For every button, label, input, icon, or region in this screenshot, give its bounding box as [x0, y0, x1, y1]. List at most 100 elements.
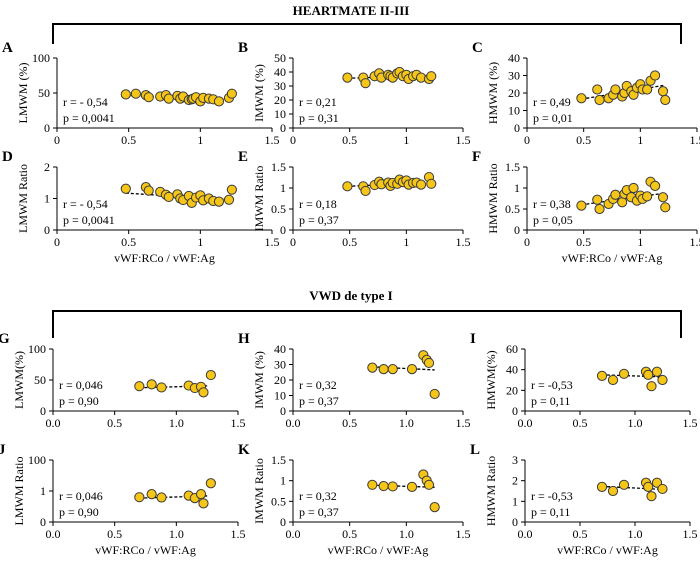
panel-letter: I — [470, 331, 476, 347]
y-tick-label: 0 — [512, 404, 518, 418]
y-axis-label: IMWM (%) — [252, 64, 266, 122]
data-point — [146, 489, 157, 500]
data-point — [429, 502, 440, 513]
x-tick-label: 1 — [403, 133, 409, 147]
data-point — [642, 191, 653, 202]
data-point — [120, 183, 131, 194]
stat-p: p = 0,0041 — [63, 213, 115, 227]
stat-r: r = 0,046 — [59, 378, 103, 392]
data-point — [342, 181, 353, 192]
data-point — [617, 197, 628, 208]
y-tick-label: 1 — [44, 192, 50, 206]
panel-i: I 0.0 0.5 1.0 1.5 0 20 40 60 HMWM(%) r = -0,53 p = … — [470, 331, 698, 430]
stat-r: r = -0,53 — [531, 489, 573, 503]
data-point — [592, 194, 603, 205]
data-point — [223, 194, 235, 205]
x-tick-label: 1.0 — [169, 416, 184, 430]
data-point — [651, 366, 663, 377]
x-tick-label: 0 — [290, 235, 296, 249]
data-point — [576, 93, 587, 104]
x-axis-label: vWF:RCo / vWF:Ag — [557, 543, 658, 557]
data-point — [610, 189, 621, 200]
data-point — [198, 387, 209, 398]
y-tick-label: 40 — [508, 51, 520, 65]
stat-p: p = 0,31 — [299, 111, 339, 125]
data-point — [205, 369, 216, 381]
y-tick-label: 40 — [506, 363, 518, 377]
stat-p: p = 0,01 — [533, 111, 573, 125]
x-axis-label: vWF:RCo / vWF:Ag — [95, 543, 196, 557]
data-point — [378, 364, 389, 375]
y-tick-label: 20 — [274, 373, 286, 387]
data-point — [367, 479, 378, 490]
x-tick-label: 1.5 — [456, 527, 471, 541]
data-point — [195, 489, 207, 500]
x-tick-label: 0.5 — [342, 133, 357, 147]
x-tick-label: 0.5 — [342, 235, 357, 249]
x-tick-label: 1.5 — [231, 416, 246, 430]
x-tick-label: 0.5 — [107, 527, 122, 541]
data-point — [342, 72, 353, 83]
y-tick-label: 0.5 — [505, 202, 520, 216]
data-point — [134, 492, 145, 503]
data-point — [198, 498, 209, 509]
y-tick-label: 1 — [514, 181, 520, 195]
y-tick-label: 0.5 — [271, 202, 286, 216]
y-tick-label: 30 — [274, 358, 286, 372]
data-point — [387, 364, 398, 375]
stat-p: p = 0,11 — [531, 505, 570, 519]
panel-letter: F — [472, 149, 481, 165]
x-tick-label: 0 — [54, 133, 60, 147]
data-point — [156, 382, 167, 393]
y-axis-label: LMWM(%) — [12, 351, 26, 409]
x-axis-label: vWF:RCo / vWF:Ag — [328, 543, 429, 557]
x-tick-label: 1.5 — [683, 416, 698, 430]
y-tick-label: 0 — [280, 404, 286, 418]
x-tick-label: 0.0 — [518, 527, 533, 541]
section-bracket-vwd — [52, 310, 682, 338]
y-tick-label: 100 — [32, 51, 50, 65]
data-point — [657, 374, 668, 386]
y-tick-label: 60 — [506, 342, 518, 356]
y-tick-label: 1.5 — [271, 160, 286, 174]
panel-letter: K — [238, 442, 250, 458]
y-tick-label: 0 — [40, 515, 46, 529]
y-tick-label: 0 — [40, 404, 46, 418]
data-point — [367, 362, 378, 373]
y-tick-label: 40 — [274, 65, 286, 79]
y-axis-label: HMWM (%) — [486, 62, 500, 124]
x-tick-label: 1 — [637, 133, 643, 147]
stat-p: p = 0,0041 — [63, 111, 115, 125]
data-point — [143, 185, 154, 196]
data-point — [426, 178, 437, 189]
x-tick-label: 0.0 — [286, 527, 301, 541]
y-tick-label: 50 — [274, 51, 286, 65]
data-point — [646, 491, 657, 502]
stat-r: r = 0,18 — [299, 197, 337, 211]
y-axis-label: LMWM (%) — [16, 63, 30, 124]
data-point — [657, 86, 669, 97]
stat-r: r = 0,046 — [59, 489, 103, 503]
y-axis-label: IMWM Ratio — [252, 166, 266, 232]
y-tick-label: 0.5 — [271, 494, 286, 508]
panel-letter: B — [238, 40, 248, 56]
y-tick-label: 0 — [512, 515, 518, 529]
y-tick-label: 10 — [508, 104, 520, 118]
data-point — [360, 185, 371, 197]
x-tick-label: 1.5 — [456, 235, 471, 249]
stat-r: r = 0,32 — [299, 489, 337, 503]
x-tick-label: 0.0 — [46, 416, 61, 430]
stat-r: r = 0,21 — [299, 95, 337, 109]
data-point — [660, 202, 671, 213]
data-point — [213, 96, 225, 107]
x-tick-label: 0.5 — [121, 133, 136, 147]
data-point — [429, 388, 440, 400]
data-point — [618, 479, 630, 490]
y-axis-label: IMWM Ratio — [252, 458, 266, 524]
data-point — [406, 364, 418, 375]
section-title-vwd: VWD de type I — [309, 288, 392, 303]
y-tick-label: 1 — [40, 484, 46, 498]
